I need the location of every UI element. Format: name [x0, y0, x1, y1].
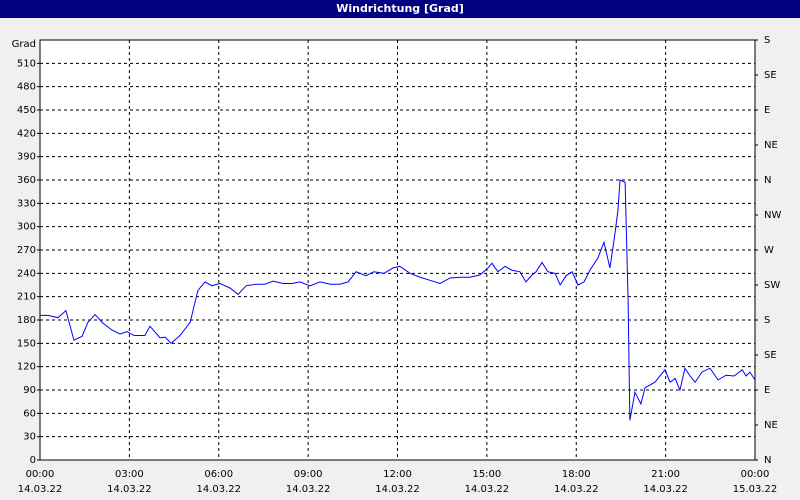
x-tick-label: 15:00 [472, 469, 501, 480]
y-tick-label: 510 [17, 58, 36, 69]
data-line [40, 179, 756, 421]
y2-tick-label: W [764, 245, 774, 256]
y2-tick-label: NE [764, 420, 778, 431]
y2-tick-label: N [764, 455, 771, 466]
y-tick-label: 210 [17, 292, 36, 303]
y2-tick-label: E [764, 105, 770, 116]
x-tick-date: 14.03.22 [286, 484, 331, 495]
x-tick-date: 14.03.22 [465, 484, 510, 495]
y-tick-label: 30 [23, 432, 36, 443]
x-tick-date: 14.03.22 [196, 484, 241, 495]
y2-tick-label: S [764, 315, 770, 326]
y-tick-label: 420 [17, 128, 36, 139]
y-tick-label: 480 [17, 82, 36, 93]
x-tick-label: 21:00 [651, 469, 680, 480]
x-tick-date: 14.03.22 [107, 484, 152, 495]
y-tick-label: 390 [17, 152, 36, 163]
y-tick-label: 360 [17, 175, 36, 186]
y2-tick-label: SE [764, 350, 777, 361]
x-tick-date: 15.03.22 [733, 484, 778, 495]
y2-tick-label: S [764, 35, 770, 46]
y2-tick-label: SW [764, 280, 780, 291]
y-tick-label: 450 [17, 105, 36, 116]
x-tick-label: 03:00 [115, 469, 144, 480]
y2-tick-label: NW [764, 210, 781, 221]
y2-tick-label: NE [764, 140, 778, 151]
x-tick-label: 12:00 [383, 469, 412, 480]
y-tick-label: 180 [17, 315, 36, 326]
x-tick-label: 18:00 [562, 469, 591, 480]
y-tick-label: 330 [17, 198, 36, 209]
y-tick-label: 150 [17, 338, 36, 349]
y-tick-label: 90 [23, 385, 36, 396]
y-tick-label: 0 [30, 455, 36, 466]
x-tick-date: 14.03.22 [375, 484, 420, 495]
x-tick-label: 00:00 [26, 469, 55, 480]
y-tick-label: 120 [17, 362, 36, 373]
y-axis-label: Grad [12, 39, 36, 50]
x-tick-label: 00:00 [741, 469, 770, 480]
y-tick-label: 270 [17, 245, 36, 256]
y-tick-label: 240 [17, 268, 36, 279]
x-tick-label: 09:00 [294, 469, 323, 480]
y2-tick-label: E [764, 385, 770, 396]
y2-tick-label: SE [764, 70, 777, 81]
x-tick-label: 06:00 [204, 469, 233, 480]
plot-border [39, 39, 756, 461]
x-tick-date: 14.03.22 [554, 484, 599, 495]
title-bar [0, 0, 800, 18]
chart-title: Windrichtung [Grad] [336, 2, 464, 15]
x-tick-date: 14.03.22 [643, 484, 688, 495]
x-tick-date: 14.03.22 [18, 484, 63, 495]
y-tick-label: 300 [17, 222, 36, 233]
y-tick-label: 60 [23, 408, 36, 419]
y2-tick-label: N [764, 175, 771, 186]
